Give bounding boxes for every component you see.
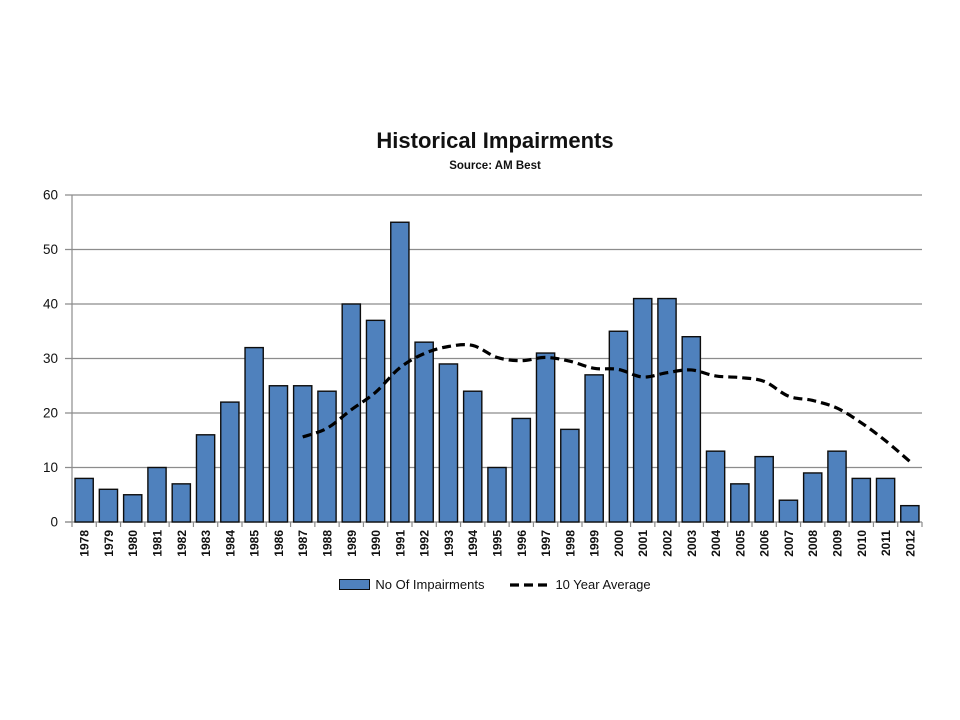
x-axis-label-1978: 1978 [78,530,92,557]
x-axis-label-2000: 2000 [612,530,626,557]
x-axis-label-1990: 1990 [369,530,383,557]
x-axis-label-1997: 1997 [539,530,553,557]
x-axis-label-1991: 1991 [393,530,407,557]
bar-1982 [171,483,192,523]
x-axis-label-2002: 2002 [661,530,675,557]
bar-2006 [754,455,774,523]
x-axis-label-2012: 2012 [903,530,917,557]
bar-1993 [438,363,459,523]
x-axis-label-1994: 1994 [466,530,480,557]
bar-1997 [535,352,556,523]
x-axis-label-1987: 1987 [296,530,310,557]
x-axis-label-1986: 1986 [272,530,286,557]
bar-1990 [365,319,386,523]
bar-1988 [317,390,337,523]
bar-1980 [122,494,143,523]
x-axis-label-1989: 1989 [345,530,359,557]
x-axis-label-1981: 1981 [151,530,165,557]
x-axis-label-2007: 2007 [782,530,796,557]
x-axis-label-2008: 2008 [806,530,820,557]
x-axis-label-1988: 1988 [321,530,335,557]
x-axis-label-2001: 2001 [636,530,650,557]
chart-subtitle: Source: AM Best [449,160,541,172]
bar-1987 [292,385,313,523]
x-axis-label-1982: 1982 [175,530,189,557]
bar-2003 [681,336,702,523]
bar-1992 [414,341,434,523]
x-axis-label-2004: 2004 [709,530,723,557]
bar-2004 [705,450,726,523]
bar-1983 [195,434,216,523]
x-axis-label-1979: 1979 [102,530,116,557]
x-axis-label-1999: 1999 [588,530,602,557]
bar-1991 [390,221,410,523]
bar-2010 [851,477,872,523]
x-axis-label-1985: 1985 [248,530,262,557]
x-axis-label-2011: 2011 [879,530,893,556]
bar-2002 [657,297,677,523]
bar-1996 [511,417,532,523]
x-axis-label-1984: 1984 [223,530,237,557]
bar-1999 [584,374,604,523]
x-axis-label-1993: 1993 [442,530,456,557]
bar-1984 [220,401,240,523]
x-axis-label-1992: 1992 [418,530,432,557]
y-axis-label-60: 60 [43,188,58,203]
legend-label-average: 10 Year Average [555,577,651,592]
x-axis-label-1998: 1998 [563,530,577,557]
bar-series-swatch-icon [339,579,371,590]
bar-2008 [802,472,823,523]
x-axis-label-2003: 2003 [685,530,699,557]
x-axis-label-2005: 2005 [733,530,747,557]
x-axis-label-1996: 1996 [515,530,529,557]
bar-1998 [560,428,580,523]
bar-1978 [74,477,94,523]
chart-title: Historical Impairments [376,128,614,153]
legend: No Of Impairments 10 Year Average [65,577,925,592]
bar-1979 [98,488,119,523]
legend-item-impairments: No Of Impairments [339,577,484,592]
bar-1989 [341,303,362,523]
x-axis-label-2009: 2009 [831,530,845,557]
bar-1986 [268,385,289,523]
bar-1985 [244,346,264,523]
x-axis-label-1983: 1983 [199,530,213,557]
bar-1981 [147,466,167,523]
x-axis-label-2006: 2006 [758,530,772,557]
x-axis-label-2010: 2010 [855,530,869,557]
legend-item-average: 10 Year Average [510,577,651,592]
x-axis-label-1980: 1980 [126,530,140,557]
y-axis-label-0: 0 [50,515,58,530]
y-axis-label-30: 30 [43,351,58,366]
y-axis-label-40: 40 [43,297,58,312]
bar-2012 [900,504,920,523]
bar-1995 [487,466,507,523]
bar-2011 [875,477,896,523]
y-axis-label-10: 10 [43,460,58,475]
bar-2009 [827,450,847,523]
bar-2001 [632,297,653,523]
dashed-line-swatch-icon [510,582,551,587]
ten-year-average-line [302,343,911,463]
bar-2005 [730,483,750,523]
legend-label-impairments: No Of Impairments [375,577,485,592]
y-axis-label-20: 20 [43,406,58,421]
y-axis-label-50: 50 [43,242,58,257]
bar-2000 [608,330,629,523]
x-axis-label-1995: 1995 [491,530,505,557]
bar-1994 [462,390,483,523]
bar-2007 [778,499,799,523]
